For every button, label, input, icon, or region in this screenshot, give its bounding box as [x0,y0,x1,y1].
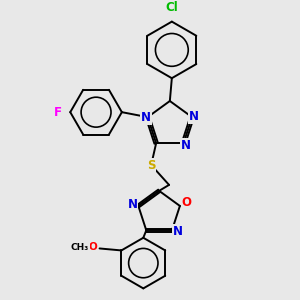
Text: N: N [141,111,151,124]
Text: S: S [147,158,155,172]
Text: CH₃: CH₃ [70,243,89,252]
Text: O: O [88,242,97,253]
Text: N: N [173,225,183,238]
Text: N: N [181,139,190,152]
Text: O: O [182,196,192,209]
Text: N: N [189,110,199,123]
Text: Cl: Cl [166,1,178,14]
Text: F: F [54,106,62,119]
Text: N: N [128,198,137,212]
